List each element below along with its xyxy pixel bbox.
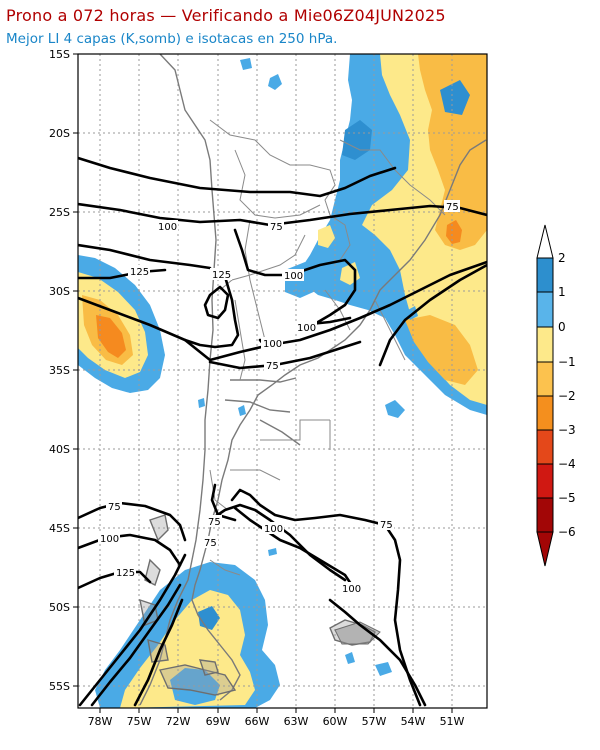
lon-grid	[99, 54, 453, 708]
li-patch-blue-2	[240, 58, 252, 70]
lon-label: 57W	[362, 715, 387, 728]
isotach-label: 75	[270, 222, 283, 233]
li-patch-blue-8	[268, 548, 277, 556]
li-region-center-yellow	[318, 225, 335, 248]
isotach-label: 75	[108, 502, 121, 513]
map-title: Prono a 072 horas — Verificando a Mie06Z…	[6, 6, 446, 25]
lat-label: 45S	[49, 522, 70, 535]
li-patch-blue-1	[268, 74, 282, 90]
lon-label: 54W	[401, 715, 426, 728]
lon-label: 66W	[245, 715, 270, 728]
legend-label: −2	[558, 389, 576, 403]
latitude-labels: 15S 20S 25S 30S 35S 40S 45S 50S 55S	[49, 48, 70, 693]
lon-label: 75W	[127, 715, 152, 728]
isotach-label: 100	[284, 271, 303, 282]
legend-swatch	[536, 497, 554, 533]
legend-label: 0	[558, 320, 566, 334]
li-patch-blue-7	[238, 405, 246, 416]
legend-swatch	[536, 291, 554, 328]
legend-swatch	[536, 257, 554, 293]
lon-label: 78W	[88, 715, 113, 728]
lat-label: 20S	[49, 127, 70, 140]
isotach-label: 125	[116, 568, 135, 579]
lon-label: 63W	[284, 715, 309, 728]
lat-label: 25S	[49, 206, 70, 219]
color-legend: 2 1 0 −1 −2 −3 −4 −5 −6	[536, 224, 576, 567]
isotach-label: 100	[158, 222, 177, 233]
map-subtitle: Mejor LI 4 capas (K,somb) e isotacas en …	[6, 31, 338, 47]
li-region-pacific-darkorange	[96, 315, 126, 358]
legend-bottom-arrow	[536, 531, 554, 567]
map-frame	[77, 53, 488, 709]
legend-swatch	[536, 395, 554, 431]
legend-top-arrow	[536, 224, 554, 259]
lat-label: 55S	[49, 680, 70, 693]
legend-swatch	[536, 361, 554, 397]
legend-swatch	[536, 429, 554, 465]
isotach-label: 75	[380, 520, 393, 531]
legend-swatch	[536, 326, 554, 363]
li-region-south-yellow	[120, 590, 255, 708]
isotach-label: 100	[263, 339, 282, 350]
axis-ticks	[73, 53, 453, 713]
lat-label: 15S	[49, 48, 70, 61]
lat-label: 50S	[49, 601, 70, 614]
lon-label: 60W	[323, 715, 348, 728]
isotach-label: 100	[264, 524, 283, 535]
isotach-label: 100	[342, 584, 361, 595]
isotach-label: 100	[100, 534, 119, 545]
falkland-islands	[334, 621, 381, 645]
legend-label: −4	[558, 457, 576, 471]
legend-label: −6	[558, 525, 576, 539]
isotach-label: 125	[130, 267, 149, 278]
li-region-northeast-darkblue-2	[440, 80, 470, 115]
lat-label: 35S	[49, 364, 70, 377]
li-patch-blue-3	[385, 400, 405, 418]
legend-label: −1	[558, 355, 576, 369]
legend-label: −5	[558, 491, 576, 505]
isotach-label: 75	[208, 517, 221, 528]
li-region-northeast-darkorange	[446, 220, 462, 244]
isotach-label: 125	[212, 270, 231, 281]
li-region-northeast-orange	[418, 54, 487, 250]
isotach-label: 100	[297, 323, 316, 334]
isotach-label: 75	[266, 361, 279, 372]
lon-label: 72W	[166, 715, 191, 728]
isotach-label: 75	[446, 202, 459, 213]
legend-swatch	[536, 463, 554, 499]
li-patch-blue-4	[375, 662, 392, 676]
li-patch-blue-6	[198, 398, 205, 408]
legend-label: 2	[558, 251, 566, 265]
legend-label: −3	[558, 423, 576, 437]
li-region-northeast-orange-2	[405, 315, 478, 385]
lon-label: 51W	[440, 715, 465, 728]
lon-label: 69W	[206, 715, 231, 728]
li-patch-blue-5	[345, 652, 355, 664]
coastlines	[139, 54, 487, 706]
lat-label: 30S	[49, 285, 70, 298]
isotach-labels: 75 100 125 75 100 125 100 100 75 75 100 …	[98, 200, 460, 595]
isotach-label: 75	[204, 538, 217, 549]
longitude-labels: 78W 75W 72W 69W 66W 63W 60W 57W 54W 51W	[88, 715, 465, 728]
lat-label: 40S	[49, 443, 70, 456]
legend-label: 1	[558, 285, 566, 299]
